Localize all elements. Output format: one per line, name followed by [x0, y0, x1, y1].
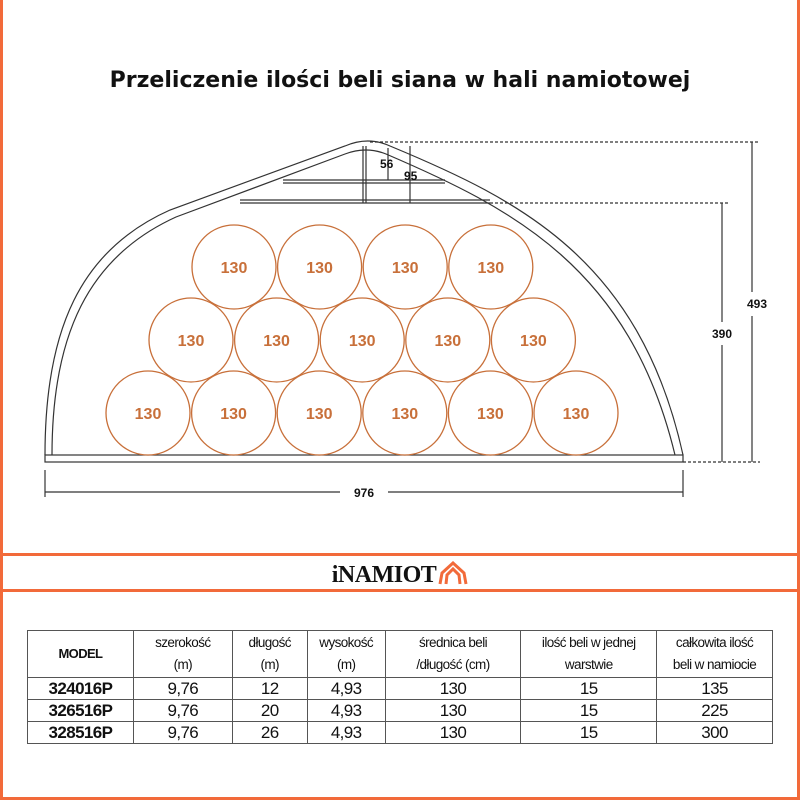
- column-header: długość (m): [231, 630, 308, 678]
- bale-label: 130: [221, 260, 248, 277]
- table-cell: 15: [520, 699, 658, 722]
- bale-label: 130: [563, 406, 590, 423]
- divider: [0, 553, 800, 556]
- table-cell: 130: [384, 699, 522, 722]
- table-cell: 326516P: [27, 699, 134, 722]
- bale-stack: 130 130 130 130 130 130 130 130 130 130 130 130 130 1…: [105, 224, 619, 456]
- hay-bale: [191, 224, 277, 310]
- table-cell: 135: [656, 677, 773, 700]
- table-row: 326516P 9,76 20 4,93 130 15 225: [27, 699, 773, 722]
- tent-inner-arch: [51, 149, 676, 456]
- dim-width: 976: [354, 486, 374, 500]
- hay-bale: [405, 297, 491, 383]
- bale-label: 130: [349, 333, 376, 350]
- bale-label: 130: [263, 333, 290, 350]
- bale-label: 130: [392, 260, 419, 277]
- column-header: wysokość (m): [306, 630, 386, 678]
- dim-95: 95: [404, 169, 418, 183]
- hay-bale: [276, 370, 362, 456]
- table-cell: 9,76: [132, 677, 233, 700]
- table-cell: 225: [656, 699, 773, 722]
- table-row: 328516P 9,76 26 4,93 130 15 300: [27, 721, 773, 744]
- hay-bale: [319, 297, 405, 383]
- hay-bale: [233, 297, 320, 383]
- bale-label: 130: [306, 406, 333, 423]
- hay-bale: [362, 224, 448, 310]
- models-table: MODEL szerokość (m) długość (m) wysokość (m…: [27, 630, 773, 744]
- bale-label: 130: [391, 406, 418, 423]
- tent-diagram: 130 130 130 130 130 130 130 130 130 130 130 130 130 1…: [44, 140, 767, 500]
- hay-bale: [447, 370, 534, 456]
- hay-bale: [148, 297, 234, 383]
- hay-bale: [276, 224, 363, 310]
- bale-label: 130: [477, 260, 504, 277]
- logo-text: iNAMIOT: [331, 562, 437, 588]
- divider: [0, 589, 800, 592]
- table-cell: 130: [384, 677, 522, 700]
- bale-label: 130: [135, 406, 162, 423]
- hay-bale: [448, 224, 534, 310]
- column-header: całkowita ilość beli w namiocie: [656, 630, 773, 678]
- table-cell: 9,76: [132, 699, 233, 722]
- table-row: 324016P 9,76 12 4,93 130 15 135: [27, 677, 773, 700]
- bale-label: 130: [178, 333, 205, 350]
- hay-bale: [533, 370, 619, 456]
- dim-stack-height: 390: [712, 327, 732, 341]
- dim-total-height: 493: [747, 297, 767, 311]
- column-header: ilość beli w jednej warstwie: [520, 630, 658, 678]
- table-cell: 26: [231, 721, 308, 744]
- hay-bale: [490, 297, 577, 383]
- table-cell: 4,93: [306, 721, 386, 744]
- table-cell: 4,93: [306, 699, 386, 722]
- bale-label: 130: [220, 406, 247, 423]
- hay-bale: [362, 370, 448, 456]
- dim-56: 56: [380, 157, 394, 171]
- table-cell: 15: [520, 721, 658, 744]
- table-cell: 12: [231, 677, 308, 700]
- table-cell: 20: [231, 699, 308, 722]
- logo: iNAMIOT: [0, 560, 800, 589]
- bale-label: 130: [477, 406, 504, 423]
- table-cell: 15: [520, 677, 658, 700]
- table-cell: 300: [656, 721, 773, 744]
- table-cell: 130: [384, 721, 522, 744]
- column-header: średnica beli /długość (cm): [384, 630, 522, 678]
- bale-label: 130: [520, 333, 547, 350]
- bale-label: 130: [306, 260, 333, 277]
- tent-base: [44, 454, 684, 463]
- column-header: MODEL: [27, 630, 134, 678]
- table-cell: 324016P: [27, 677, 134, 700]
- table-cell: 9,76: [132, 721, 233, 744]
- page-title: Przeliczenie ilości beli siana w hali na…: [109, 68, 691, 93]
- hay-bale: [190, 370, 277, 456]
- tent-logo-icon: [438, 560, 468, 585]
- column-header: szerokość (m): [132, 630, 233, 678]
- hay-bale: [105, 370, 191, 456]
- table-cell: 4,93: [306, 677, 386, 700]
- bale-label: 130: [434, 333, 461, 350]
- table-cell: 328516P: [27, 721, 134, 744]
